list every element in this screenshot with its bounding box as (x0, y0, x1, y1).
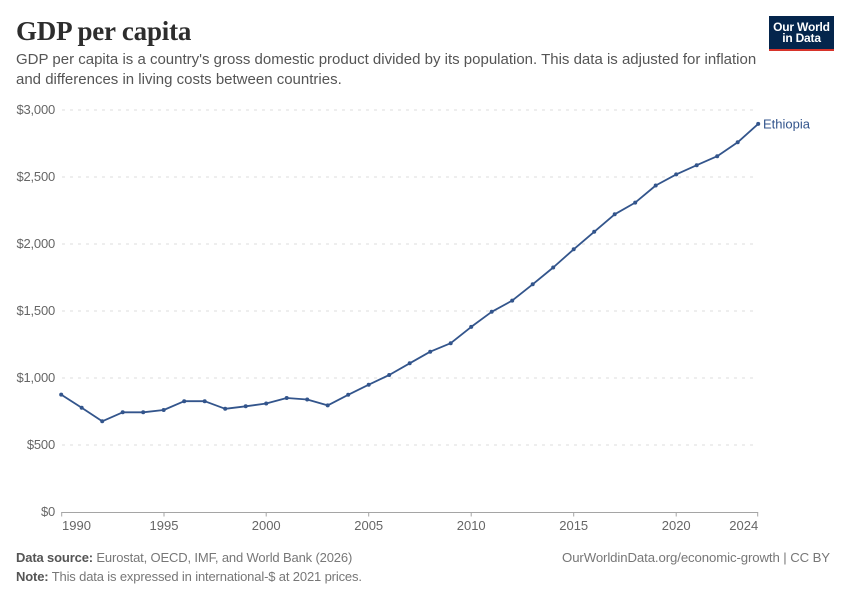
svg-text:1990: 1990 (62, 518, 91, 533)
svg-text:$3,000: $3,000 (16, 102, 55, 117)
svg-text:Ethiopia: Ethiopia (763, 117, 811, 132)
svg-text:2000: 2000 (252, 518, 281, 533)
svg-text:2010: 2010 (457, 518, 486, 533)
svg-text:$2,500: $2,500 (16, 169, 55, 184)
svg-text:$500: $500 (27, 437, 55, 452)
svg-text:2005: 2005 (354, 518, 383, 533)
svg-text:$2,000: $2,000 (16, 236, 55, 251)
svg-text:2020: 2020 (662, 518, 691, 533)
svg-text:$1,500: $1,500 (16, 303, 55, 318)
svg-text:$0: $0 (41, 504, 55, 519)
svg-text:2015: 2015 (559, 518, 588, 533)
svg-text:2024: 2024 (729, 518, 758, 533)
svg-text:$1,000: $1,000 (16, 370, 55, 385)
svg-text:1995: 1995 (150, 518, 179, 533)
